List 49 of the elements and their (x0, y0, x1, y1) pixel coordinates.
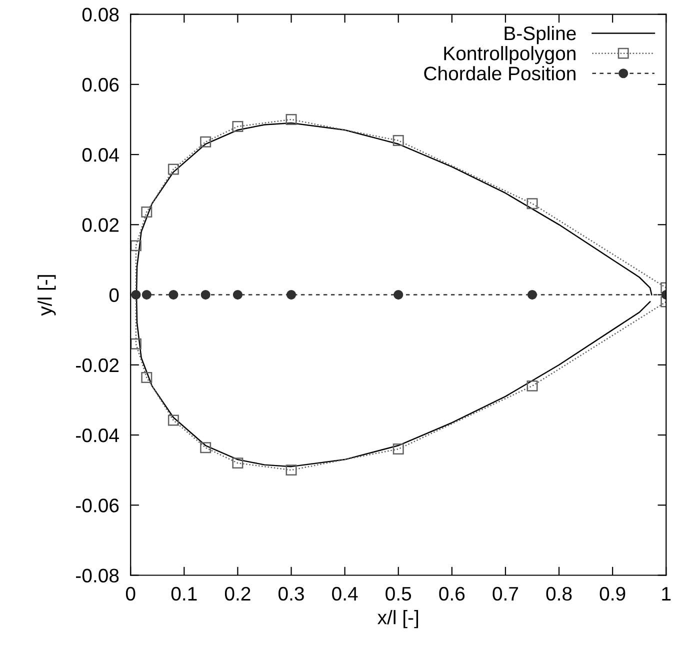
point (232, 121, 244, 132)
y-tick-label: -0.06 (76, 498, 119, 512)
x-tick-label: 0.1 (171, 586, 197, 601)
y-tick-label: -0.04 (76, 428, 119, 442)
point (130, 338, 142, 350)
y-tick-label: 0.08 (82, 8, 119, 22)
point (286, 290, 296, 300)
y-tick-label: 0 (109, 288, 119, 302)
x-tick-label: 0.5 (386, 586, 412, 601)
y-tick-label: 0.06 (82, 78, 119, 92)
legend-label: Chordale Position (424, 66, 576, 80)
y-axis-title: y/l [-] (38, 275, 56, 316)
point (200, 290, 210, 300)
y-tick-label: 0.04 (82, 148, 119, 162)
point (200, 136, 212, 148)
point (168, 414, 179, 426)
x-tick-label: 0.8 (546, 586, 572, 601)
point (232, 290, 242, 300)
point (168, 164, 179, 175)
point (526, 380, 538, 392)
point (394, 290, 404, 300)
point (232, 458, 244, 469)
x-tick-label: 1 (662, 587, 671, 600)
x-tick-label: 0.7 (492, 586, 518, 601)
point (286, 464, 297, 476)
legend-label: B-Spline (504, 26, 576, 44)
point (141, 372, 152, 383)
point (392, 444, 404, 455)
point (200, 442, 212, 454)
point (527, 290, 538, 300)
point (142, 290, 152, 300)
x-tick-label: 0.2 (224, 586, 250, 601)
point (131, 290, 141, 300)
point (526, 198, 538, 210)
point (286, 114, 297, 125)
y-tick-label: 0.02 (82, 218, 119, 232)
y-tick-label: -0.02 (76, 358, 119, 372)
x-tick-label: 0 (126, 586, 136, 601)
point (130, 240, 142, 252)
legend-label: Kontrollpolygon (444, 46, 576, 64)
x-tick-label: 0.4 (332, 586, 358, 601)
point (168, 290, 178, 300)
y-tick-label: -0.08 (76, 568, 119, 582)
point (141, 206, 152, 218)
x-tick-label: 0.6 (439, 586, 465, 601)
x-tick-label: 0.9 (600, 586, 626, 601)
point (392, 135, 404, 146)
x-tick-label: 0.3 (278, 586, 304, 601)
x-axis-title: x/l [-] (378, 610, 418, 628)
